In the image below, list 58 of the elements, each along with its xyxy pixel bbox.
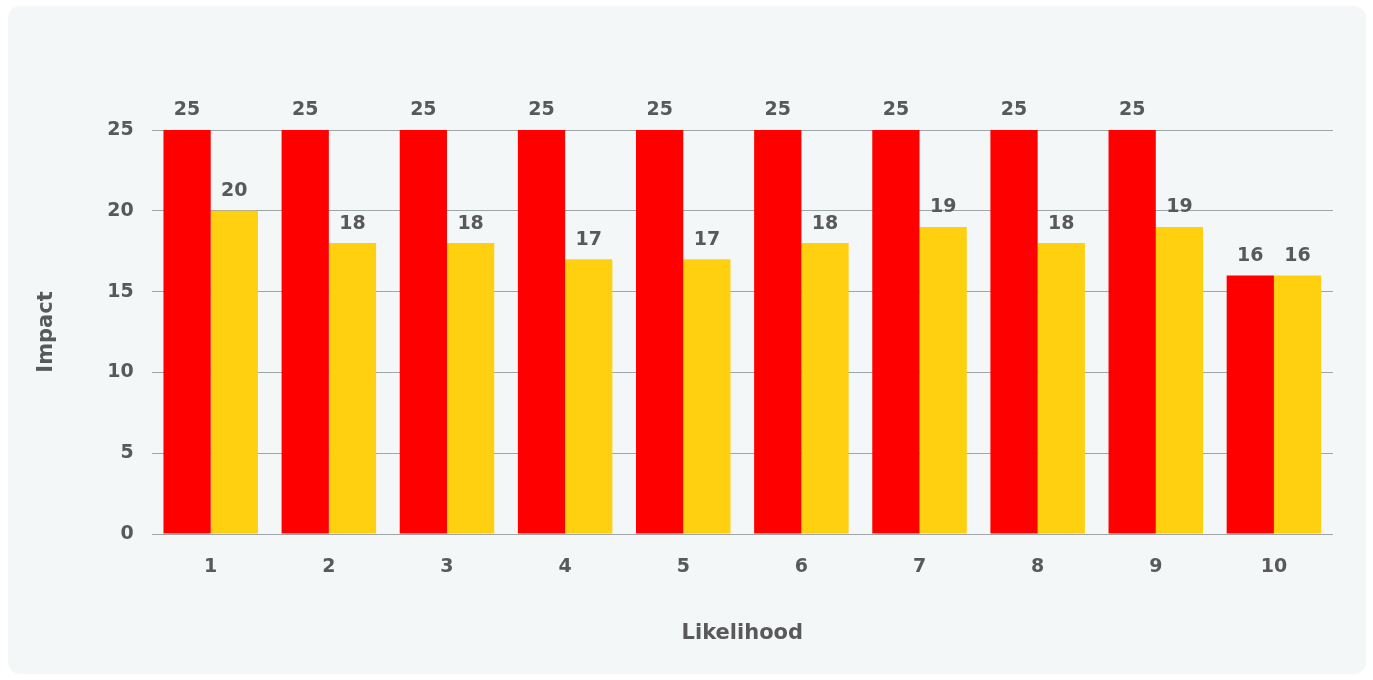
- bar: [1273, 275, 1322, 534]
- x-axis-title: Likelihood: [681, 619, 804, 644]
- bar: [517, 130, 566, 534]
- data-label: 19: [929, 194, 957, 217]
- data-label: 25: [764, 97, 791, 120]
- data-label: 25: [528, 97, 555, 120]
- y-tick-label: 25: [107, 116, 134, 139]
- x-tick-label: 9: [1149, 554, 1163, 577]
- x-tick-label: 7: [912, 554, 927, 577]
- data-label: 16: [1284, 242, 1311, 265]
- bar: [1108, 130, 1156, 534]
- bar: [1155, 226, 1204, 534]
- data-label: 18: [1048, 210, 1075, 233]
- data-label: 25: [1000, 97, 1028, 120]
- x-tick-label: 5: [676, 554, 690, 577]
- x-tick-label: 3: [440, 554, 454, 577]
- data-label: 18: [811, 210, 839, 233]
- bar: [210, 210, 258, 534]
- bar: [1037, 243, 1085, 534]
- data-label: 25: [1118, 97, 1146, 120]
- bar: [872, 130, 920, 534]
- data-label: 16: [1237, 242, 1264, 265]
- data-label: 25: [291, 97, 319, 120]
- x-tick-label: 8: [1031, 554, 1045, 577]
- bar: [990, 130, 1038, 534]
- y-tick-label: 5: [120, 440, 134, 463]
- bar: [1226, 275, 1274, 534]
- x-tick-label: 4: [558, 554, 572, 577]
- y-tick-label: 20: [107, 197, 134, 220]
- bar: [636, 130, 684, 534]
- data-label: 25: [882, 97, 910, 120]
- data-label: 17: [575, 226, 602, 249]
- bar: [919, 226, 967, 534]
- data-label: 18: [457, 210, 484, 233]
- x-tick-label: 2: [322, 554, 336, 577]
- bar: [328, 243, 377, 534]
- bar: [163, 130, 211, 534]
- data-label: 19: [1166, 194, 1193, 217]
- data-label: 18: [339, 210, 366, 233]
- data-label: 25: [646, 97, 673, 120]
- bar: [399, 130, 447, 534]
- bar: [446, 243, 495, 534]
- x-tick-label: 6: [794, 554, 809, 577]
- x-tick-label: 1: [204, 554, 218, 577]
- data-label: 25: [410, 97, 437, 120]
- data-label: 25: [173, 97, 201, 120]
- data-label: 20: [221, 178, 248, 201]
- y-tick-label: 10: [107, 359, 134, 382]
- y-axis-title: Impact: [33, 291, 58, 373]
- bar: [683, 259, 731, 534]
- y-tick-label: 0: [120, 520, 134, 543]
- data-label: 17: [693, 226, 721, 249]
- bar: [281, 130, 329, 534]
- x-tick-label: 10: [1260, 554, 1288, 577]
- bar: [801, 243, 849, 534]
- bar: [565, 259, 613, 534]
- bar: [754, 130, 802, 534]
- y-tick-label: 15: [107, 278, 134, 301]
